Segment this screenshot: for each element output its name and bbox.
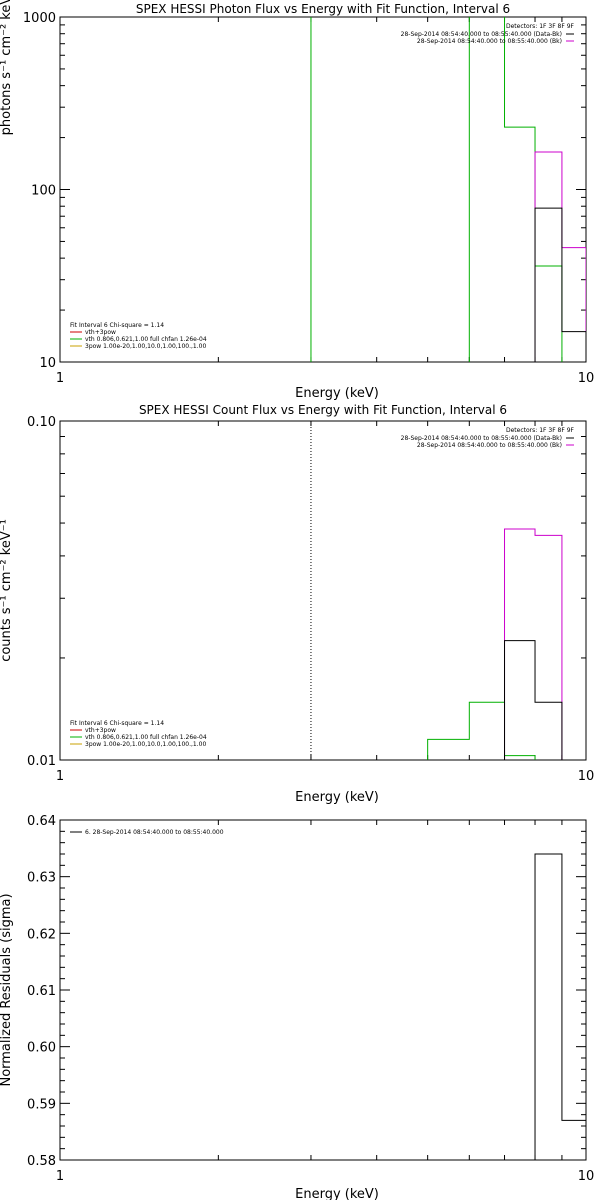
y-tick-label: 0.58 [27,1154,56,1169]
plot-frame [59,819,587,1161]
y-tick-label: 100 [31,184,56,199]
legend-entry: 6. 28-Sep-2014 08:54:40.000 to 08:55:40.… [85,829,224,836]
legend-entry: 28-Sep-2014 08:54:40.000 to 08:55:40.000… [401,31,562,38]
y-axis-label: Normalized Residuals (sigma) [0,893,14,1086]
series-step-line [427,701,536,760]
chart-title: SPEX HESSI Count Flux vs Energy with Fit… [139,403,507,417]
series-step-line [534,853,586,1160]
series-step-line [504,528,563,760]
plot-frame [59,420,587,761]
x-axis-label: Energy (keV) [295,1187,379,1200]
legend-header: Detectors: 1F 3F 8F 9F [506,23,575,30]
y-tick-label: 1000 [23,11,56,26]
x-axis-label: Energy (keV) [295,386,379,401]
y-tick-label: 0.64 [27,814,56,829]
x-tick-label: 1 [56,769,64,784]
legend-entry: 28-Sep-2014 08:54:40.000 to 08:55:40.000… [401,435,562,442]
series-step-line [468,17,563,362]
plot-frame [59,16,587,363]
y-tick-label: 0.10 [27,415,56,430]
legend-entry: 28-Sep-2014 08:54:40.000 to 08:55:40.000… [417,38,562,45]
legend-entry: vth 0.806,0.621,1.00 full chfan 1.26e-04 [85,734,207,741]
y-tick-label: 0.63 [27,871,56,886]
series-step-line [534,207,586,362]
legend-entry: 3pow 1.00e-20,1.00,10.0,1.00,100.,1.00 [85,343,206,350]
x-tick-label: 1 [56,371,64,386]
legend-header: Fit Interval 6 Chi-square = 1.14 [70,720,164,727]
legend-entry: 28-Sep-2014 08:54:40.000 to 08:55:40.000… [417,442,562,449]
x-tick-label: 10 [578,1169,595,1184]
series-step-line [534,151,586,362]
x-tick-label: 10 [578,371,595,386]
series-step-line [504,640,563,760]
legend-header: Detectors: 1F 3F 8F 9F [506,427,575,434]
y-tick-label: 0.62 [27,927,56,942]
x-tick-label: 10 [578,769,595,784]
legend-header: Fit Interval 6 Chi-square = 1.14 [70,322,164,329]
legend-entry: vth+3pow [85,727,116,734]
y-axis-label: counts s⁻¹ cm⁻² keV⁻¹ [0,519,14,662]
x-axis-label: Energy (keV) [295,790,379,805]
legend-entry: 3pow 1.00e-20,1.00,10.0,1.00,100.,1.00 [85,741,206,748]
legend-entry: vth+3pow [85,329,116,336]
x-tick-label: 1 [56,1169,64,1184]
chart-title: SPEX HESSI Photon Flux vs Energy with Fi… [136,2,510,16]
y-tick-label: 0.59 [27,1097,56,1112]
y-tick-label: 0.60 [27,1041,56,1056]
legend-entry: vth 0.806,0.621,1.00 full chfan 1.26e-04 [85,336,207,343]
y-tick-label: 10 [39,356,56,371]
y-tick-label: 0.61 [27,984,56,999]
y-tick-label: 0.01 [27,754,56,769]
y-axis-label: photons s⁻¹ cm⁻² keV⁻¹ [0,0,14,135]
